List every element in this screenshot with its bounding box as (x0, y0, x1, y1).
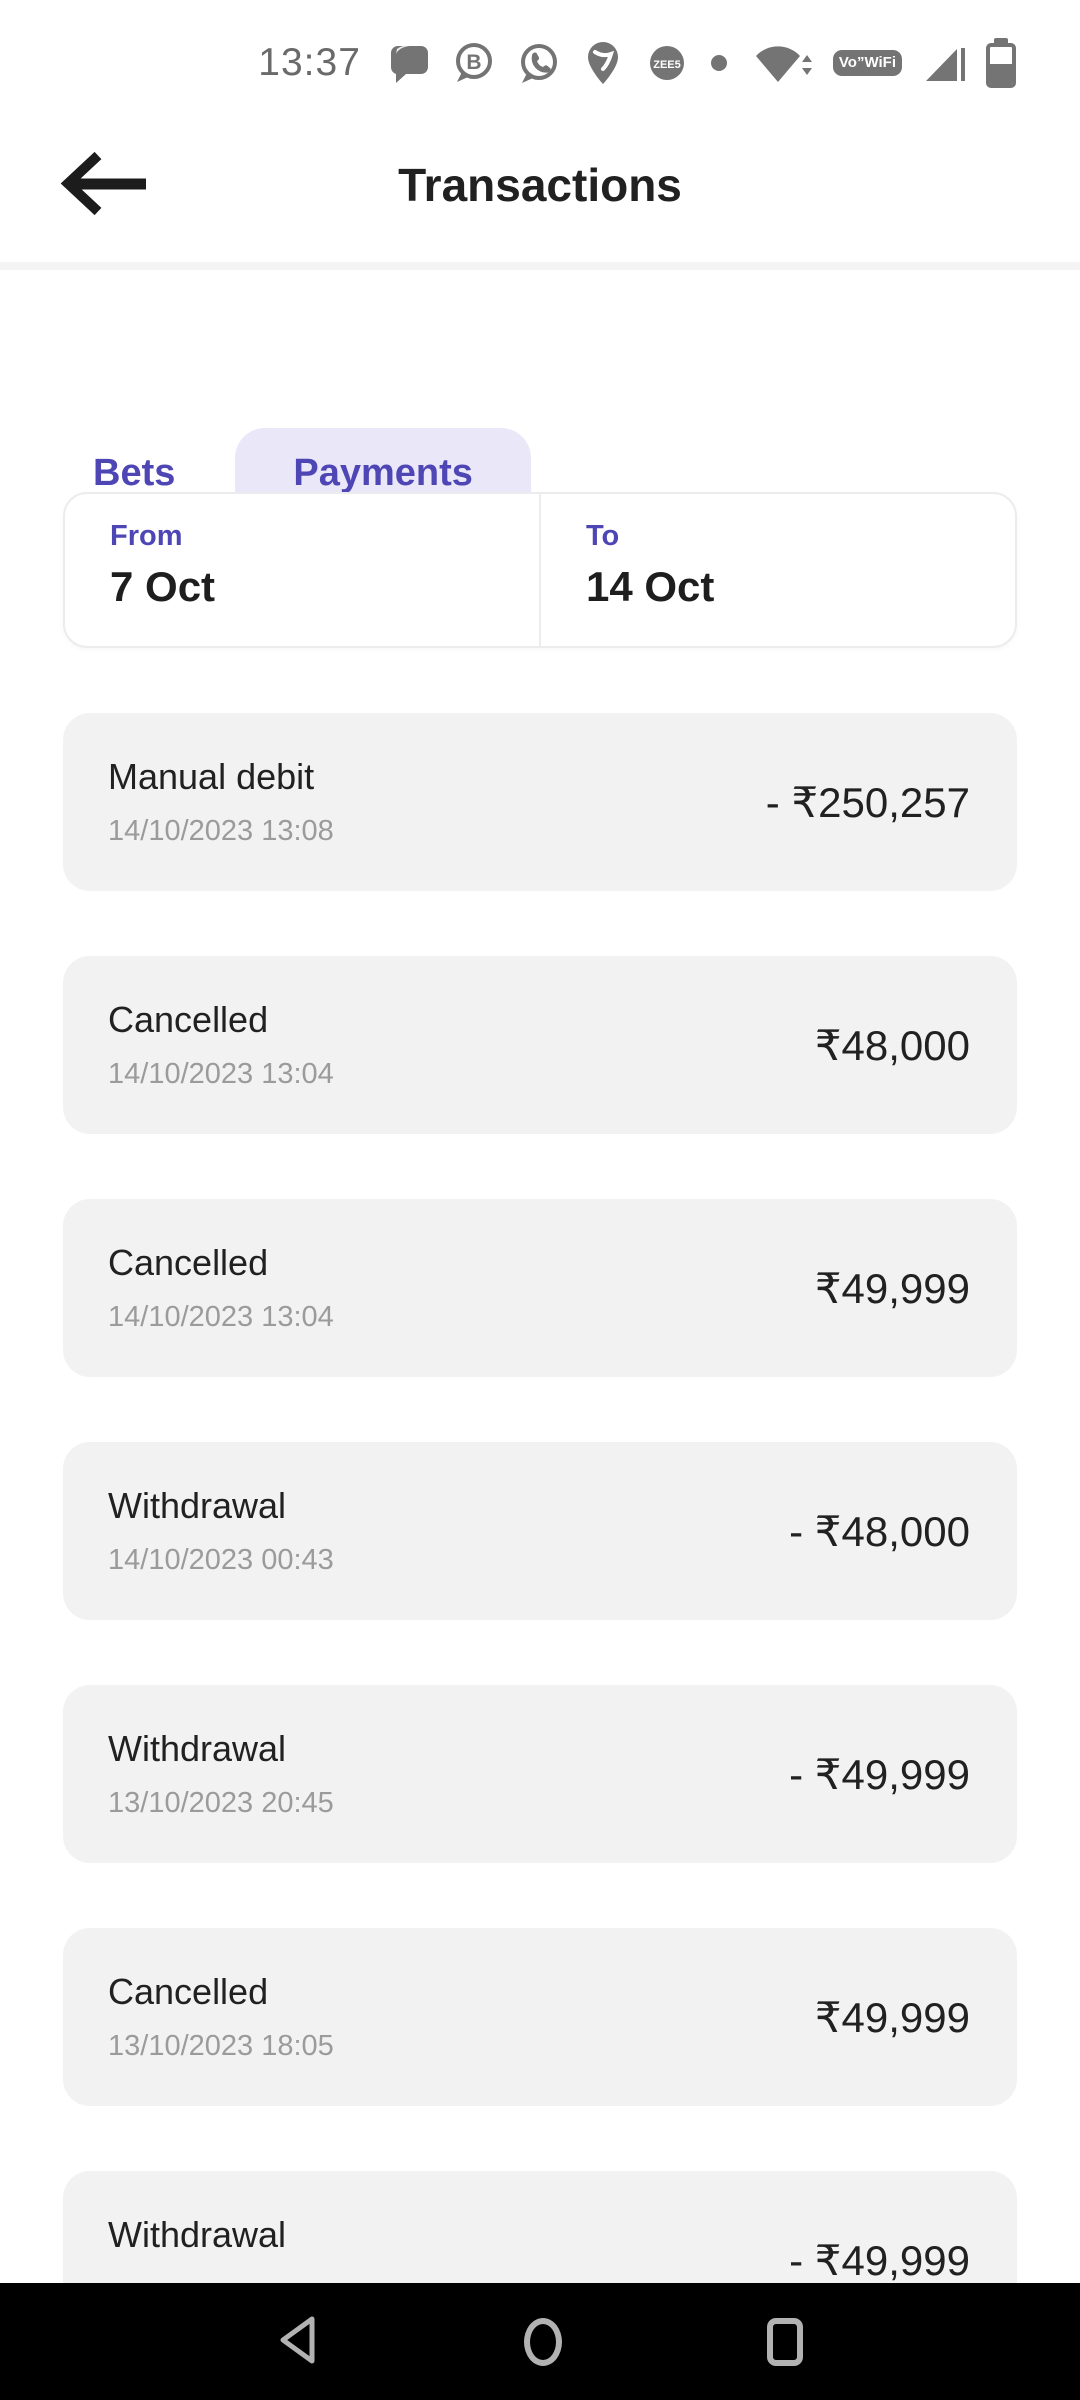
transaction-title: Cancelled (108, 1241, 269, 1283)
cell-signal-icon (921, 40, 967, 86)
transaction-title: Withdrawal (108, 1484, 287, 1526)
whatsapp-icon (516, 40, 562, 86)
date-to-value: 14 Oct (586, 563, 715, 610)
transaction-list: Manual debit 14/10/2023 13:08 - ₹250,257… (63, 648, 1017, 2349)
transaction-datetime: 13/10/2023 18:05 (108, 2029, 334, 2062)
transaction-info: Withdrawal 13/10/2023 20:45 (108, 1728, 334, 1821)
date-range-card: From 7 Oct To 14 Oct (63, 492, 1017, 648)
tab-bets[interactable]: Bets (63, 428, 205, 520)
transaction-title: Cancelled (108, 1970, 269, 2012)
transaction-title: Manual debit (108, 755, 315, 797)
transaction-info: Withdrawal (108, 2214, 286, 2307)
android-home-button[interactable] (524, 2317, 562, 2366)
transaction-title: Withdrawal (108, 1727, 287, 1769)
transaction-datetime: 14/10/2023 13:08 (108, 814, 334, 847)
battery-icon (986, 38, 1016, 88)
wifi-icon (754, 40, 814, 86)
back-button[interactable] (52, 140, 160, 231)
date-from-label: From (110, 520, 183, 552)
android-back-button[interactable] (277, 2314, 319, 2369)
page-title: Transactions (398, 159, 682, 211)
svg-text:ZEE5: ZEE5 (653, 59, 681, 71)
arrow-left-icon (60, 148, 152, 223)
transaction-info: Manual debit 14/10/2023 13:08 (108, 756, 334, 849)
transaction-row[interactable]: Cancelled 13/10/2023 18:05 ₹49,999 (63, 1928, 1017, 2106)
app-header: Transactions (0, 108, 1080, 270)
transaction-amount: - ₹48,000 (789, 1507, 970, 1555)
transaction-row[interactable]: Withdrawal 13/10/2023 20:45 - ₹49,999 (63, 1685, 1017, 1863)
transaction-datetime: 14/10/2023 13:04 (108, 1057, 334, 1090)
zee5-icon: ZEE5 (644, 40, 690, 86)
b-chat-icon: B (451, 40, 497, 86)
transaction-title: Withdrawal (108, 2213, 287, 2255)
android-recents-icon (767, 2317, 803, 2366)
date-from-value: 7 Oct (110, 563, 216, 610)
clock: 13:37 (258, 41, 361, 84)
svg-text:B: B (466, 51, 481, 74)
transaction-amount: ₹49,999 (814, 1993, 970, 2041)
transaction-title: Cancelled (108, 998, 269, 1040)
vowifi-icon: Vo” WiFi (832, 50, 902, 76)
transaction-info: Withdrawal 14/10/2023 00:43 (108, 1485, 334, 1578)
transaction-row[interactable]: Cancelled 14/10/2023 13:04 ₹48,000 (63, 956, 1017, 1134)
transaction-datetime: 14/10/2023 13:04 (108, 1300, 334, 1333)
swiggy-icon (581, 40, 625, 86)
status-bar: 13:37 B ZEE5 Vo” WiFi (0, 0, 1080, 108)
transaction-info: Cancelled 14/10/2023 13:04 (108, 1242, 334, 1335)
android-nav-bar (0, 2283, 1080, 2400)
messages-icon (388, 41, 432, 85)
date-to-field[interactable]: To 14 Oct (541, 494, 1015, 646)
android-back-icon (277, 2314, 319, 2369)
date-to-label: To (586, 520, 620, 552)
transaction-amount: - ₹49,999 (789, 2236, 970, 2284)
date-from-field[interactable]: From 7 Oct (65, 494, 541, 646)
transaction-info: Cancelled 14/10/2023 13:04 (108, 999, 334, 1092)
transaction-row[interactable]: Withdrawal 14/10/2023 00:43 - ₹48,000 (63, 1442, 1017, 1620)
transaction-datetime: 13/10/2023 20:45 (108, 1786, 334, 1819)
android-home-icon (524, 2317, 562, 2366)
transaction-row[interactable]: Cancelled 14/10/2023 13:04 ₹49,999 (63, 1199, 1017, 1377)
transaction-datetime: 14/10/2023 00:43 (108, 1543, 334, 1576)
transaction-row[interactable]: Manual debit 14/10/2023 13:08 - ₹250,257 (63, 713, 1017, 891)
transaction-amount: - ₹250,257 (765, 778, 970, 826)
transaction-amount: ₹48,000 (814, 1021, 970, 1069)
transaction-amount: - ₹49,999 (789, 1750, 970, 1798)
transaction-amount: ₹49,999 (814, 1264, 970, 1312)
transaction-info: Cancelled 13/10/2023 18:05 (108, 1971, 334, 2064)
android-recents-button[interactable] (767, 2317, 803, 2366)
notification-dot-icon (709, 53, 729, 73)
